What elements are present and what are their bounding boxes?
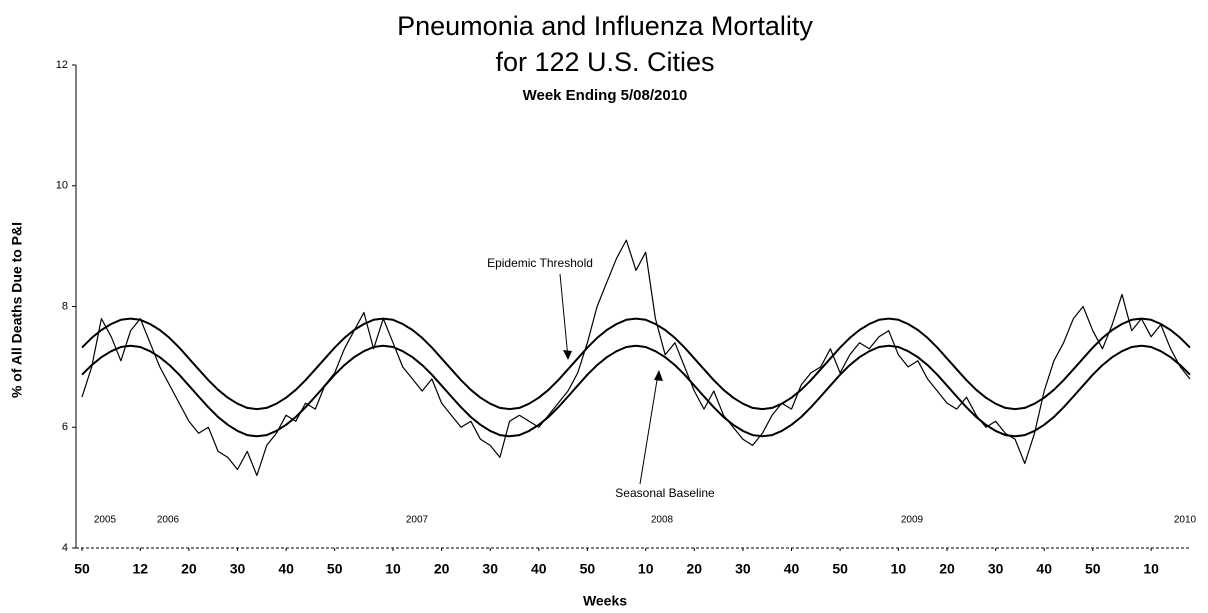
year-label: 2008 xyxy=(651,515,674,526)
x-tick-label: 40 xyxy=(784,561,800,577)
y-tick-label: 12 xyxy=(56,59,68,71)
x-tick-label: 50 xyxy=(1085,561,1101,577)
x-tick-label: 10 xyxy=(638,561,654,577)
x-tick-label: 30 xyxy=(735,561,751,577)
year-label: 2006 xyxy=(157,515,180,526)
x-tick-label: 40 xyxy=(531,561,547,577)
x-tick-label: 20 xyxy=(939,561,955,577)
x-tick-label: 50 xyxy=(74,561,90,577)
arrow-head xyxy=(654,370,663,381)
x-tick-label: 50 xyxy=(327,561,343,577)
x-tick-label: 40 xyxy=(278,561,294,577)
x-tick-label: 20 xyxy=(687,561,703,577)
year-label: 2009 xyxy=(901,515,924,526)
x-tick-label: 50 xyxy=(832,561,848,577)
annotation-arrow xyxy=(639,373,659,485)
chart-subtitle: Week Ending 5/08/2010 xyxy=(523,87,688,104)
series-line xyxy=(81,317,1191,411)
x-tick-label: 10 xyxy=(891,561,907,577)
year-label: 2010 xyxy=(1174,515,1197,526)
y-tick-label: 8 xyxy=(62,300,68,312)
y-tick-label: 6 xyxy=(62,421,68,433)
arrow-head xyxy=(563,350,572,360)
series-line xyxy=(81,239,1191,477)
year-label: 2005 xyxy=(94,515,117,526)
chart-title: for 122 U.S. Cities xyxy=(495,47,714,77)
annotation: Seasonal Baseline xyxy=(615,486,715,500)
x-axis-label: Weeks xyxy=(583,593,627,609)
x-tick-label: 50 xyxy=(580,561,596,577)
x-tick-label: 40 xyxy=(1036,561,1052,577)
x-tick-label: 10 xyxy=(1143,561,1159,577)
x-tick-label: 30 xyxy=(988,561,1004,577)
series-line xyxy=(81,344,1191,438)
chart-title: Pneumonia and Influenza Mortality xyxy=(397,11,813,41)
annotation: Epidemic Threshold xyxy=(487,256,593,270)
x-tick-label: 20 xyxy=(434,561,450,577)
year-label: 2007 xyxy=(406,515,429,526)
y-tick-label: 10 xyxy=(56,180,68,192)
x-tick-label: 30 xyxy=(230,561,246,577)
y-axis-label: % of All Deaths Due to P&I xyxy=(9,222,25,398)
y-tick-label: 4 xyxy=(62,542,68,554)
annotation-arrow xyxy=(559,273,569,359)
x-tick-label: 12 xyxy=(133,561,149,577)
x-tick-label: 10 xyxy=(385,561,401,577)
x-tick-label: 20 xyxy=(181,561,197,577)
x-tick-label: 30 xyxy=(482,561,498,577)
